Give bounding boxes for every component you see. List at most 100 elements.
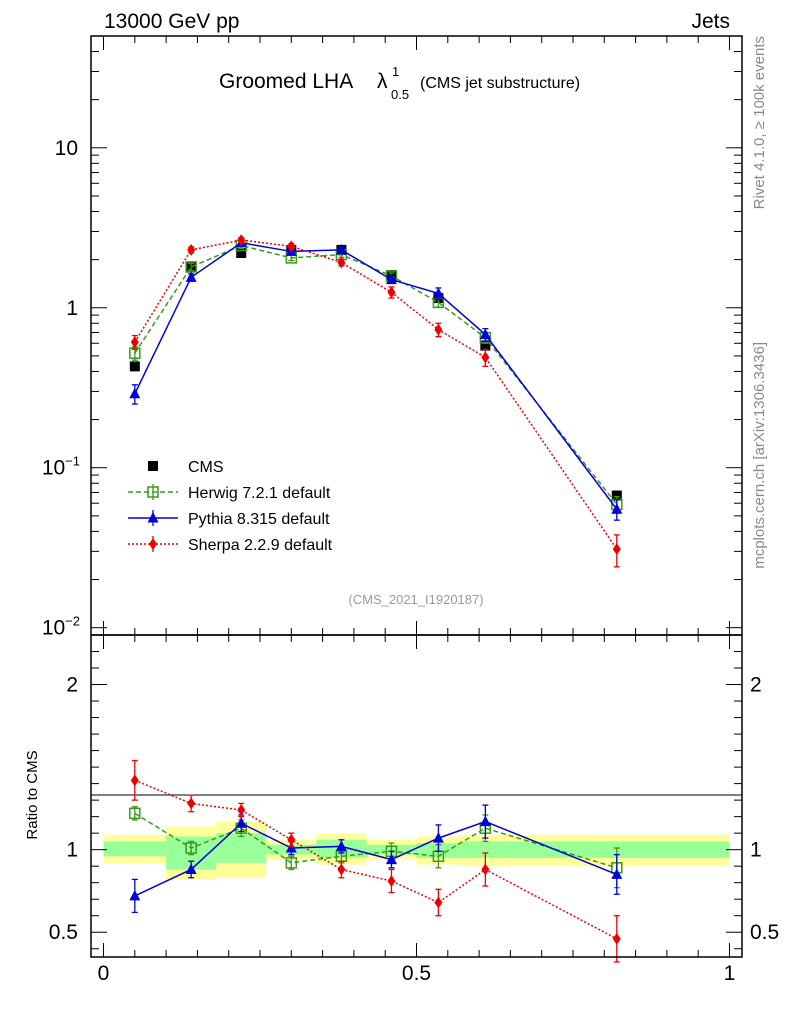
ratio-tick-labels: 2 2 1 1 0.5 0.5 0 0.5 1 [49, 674, 779, 985]
y-tick-label: 10 [55, 137, 78, 160]
legend-label: Herwig 7.2.1 default [188, 485, 331, 502]
ratio-point [612, 932, 621, 945]
ratio-y-tick-label: 1 [66, 839, 78, 862]
band-inner [216, 833, 267, 863]
category-label: Jets [691, 10, 730, 33]
ratio-point [187, 797, 196, 810]
main-series [129, 234, 623, 568]
data-point [187, 243, 196, 256]
legend-label: Sherpa 2.2.9 default [188, 537, 333, 554]
title-suffix: (CMS jet substructure) [420, 75, 580, 92]
legend-marker [148, 461, 158, 471]
legend-item-pythia: Pythia 8.315 default [128, 510, 330, 528]
band-inner [460, 841, 730, 858]
title-main: Groomed LHA [219, 70, 353, 93]
main-axis-ticks [91, 35, 742, 635]
ratio-point [481, 863, 490, 876]
data-point [185, 271, 197, 282]
data-point [287, 240, 296, 253]
data-point [337, 256, 346, 269]
ratio-point [432, 832, 444, 843]
ratio-point [385, 853, 397, 865]
mcplots-label: mcplots.cern.ch [arXiv:1306.3436] [751, 342, 768, 569]
series-pythia [129, 236, 623, 521]
legend-label: CMS [188, 459, 224, 476]
legend-label: Pythia 8.315 default [188, 511, 330, 528]
data-point [130, 336, 139, 349]
data-point [387, 286, 396, 299]
ratio-series-line [134, 779, 618, 940]
ratio-series-sherpa [130, 759, 621, 963]
legend-item-herwig: Herwig 7.2.1 default [128, 484, 331, 502]
data-point [129, 387, 141, 399]
ratio-y-tick-label-right: 2 [750, 674, 762, 697]
data-point [479, 328, 491, 340]
legend-item-sherpa: Sherpa 2.2.9 default [128, 536, 333, 554]
x-tick-label: 0.5 [402, 962, 431, 985]
x-tick-label: 0 [98, 962, 110, 985]
ratio-y-tick-label: 0.5 [49, 921, 78, 944]
ratio-point [434, 896, 443, 909]
band-inner [103, 841, 167, 857]
title-subscript: 0.5 [391, 87, 409, 102]
main-panel: 10 1 10−1 10−2 (CMS_2021_I1920187) CMS Herwi… [42, 35, 743, 640]
main-y-tick-labels: 10 1 10−1 10−2 [42, 137, 80, 640]
ratio-series [129, 759, 623, 963]
ratio-point [235, 817, 247, 828]
ratio-point [287, 833, 296, 846]
y-tick-label: 10−1 [42, 454, 80, 480]
ratio-axis-ticks [91, 635, 742, 957]
ratio-point [479, 815, 491, 827]
data-point [335, 243, 347, 255]
title-lambda: λ [377, 70, 388, 93]
x-tick-label: 1 [724, 962, 736, 985]
ratio-point [129, 889, 141, 901]
data-point [611, 503, 623, 514]
ratio-uncertainty-bands [103, 821, 730, 880]
ratio-point [387, 875, 396, 888]
legend-marker [147, 486, 159, 498]
ratio-frame [90, 634, 743, 958]
data-point [434, 323, 443, 336]
ratio-point [285, 842, 297, 853]
ratio-y-tick-label-right: 0.5 [750, 921, 779, 944]
ratio-point [285, 857, 298, 869]
data-point [432, 287, 444, 298]
ratio-point [130, 774, 139, 787]
data-point [480, 340, 491, 351]
ratio-series-line [134, 812, 618, 869]
ratio-y-tick-label: 2 [66, 674, 78, 697]
data-point [612, 543, 621, 556]
legend-marker [149, 538, 157, 550]
plot-title: Groomed LHA λ 1 0.5 (CMS jet substructur… [219, 64, 580, 102]
ratio-point [611, 868, 623, 879]
legend-item-cms: CMS [148, 459, 224, 476]
ratio-point [237, 804, 246, 817]
ratio-point [129, 807, 141, 820]
ratio-point [185, 842, 197, 854]
ratio-point [185, 863, 197, 874]
y-tick-label: 1 [66, 297, 78, 320]
ratio-panel: 2 2 1 1 0.5 0.5 0 0.5 1 Ratio to CMS [24, 634, 779, 985]
series-line [134, 239, 618, 550]
legend-marker [147, 512, 159, 523]
series-sherpa [130, 234, 621, 568]
title-superscript: 1 [392, 64, 399, 79]
ratio-point [335, 840, 347, 851]
data-point [237, 234, 246, 247]
data-point [385, 273, 397, 285]
data-point [481, 351, 490, 364]
rivet-version-label: Rivet 4.1.0, ≥ 100k events [751, 36, 768, 209]
energy-label: 13000 GeV pp [104, 10, 239, 33]
ratio-series-pythia [129, 804, 623, 914]
ratio-point [337, 863, 346, 876]
data-point [236, 247, 247, 258]
data-point [129, 361, 140, 372]
legend: CMS Herwig 7.2.1 default Pythia 8.315 defa… [128, 459, 333, 554]
ratio-ylabel: Ratio to CMS [24, 750, 41, 839]
y-tick-label: 10−2 [42, 614, 80, 640]
analysis-id: (CMS_2021_I1920187) [348, 592, 483, 607]
ratio-y-tick-label-right: 1 [750, 839, 762, 862]
data-point [611, 490, 622, 501]
